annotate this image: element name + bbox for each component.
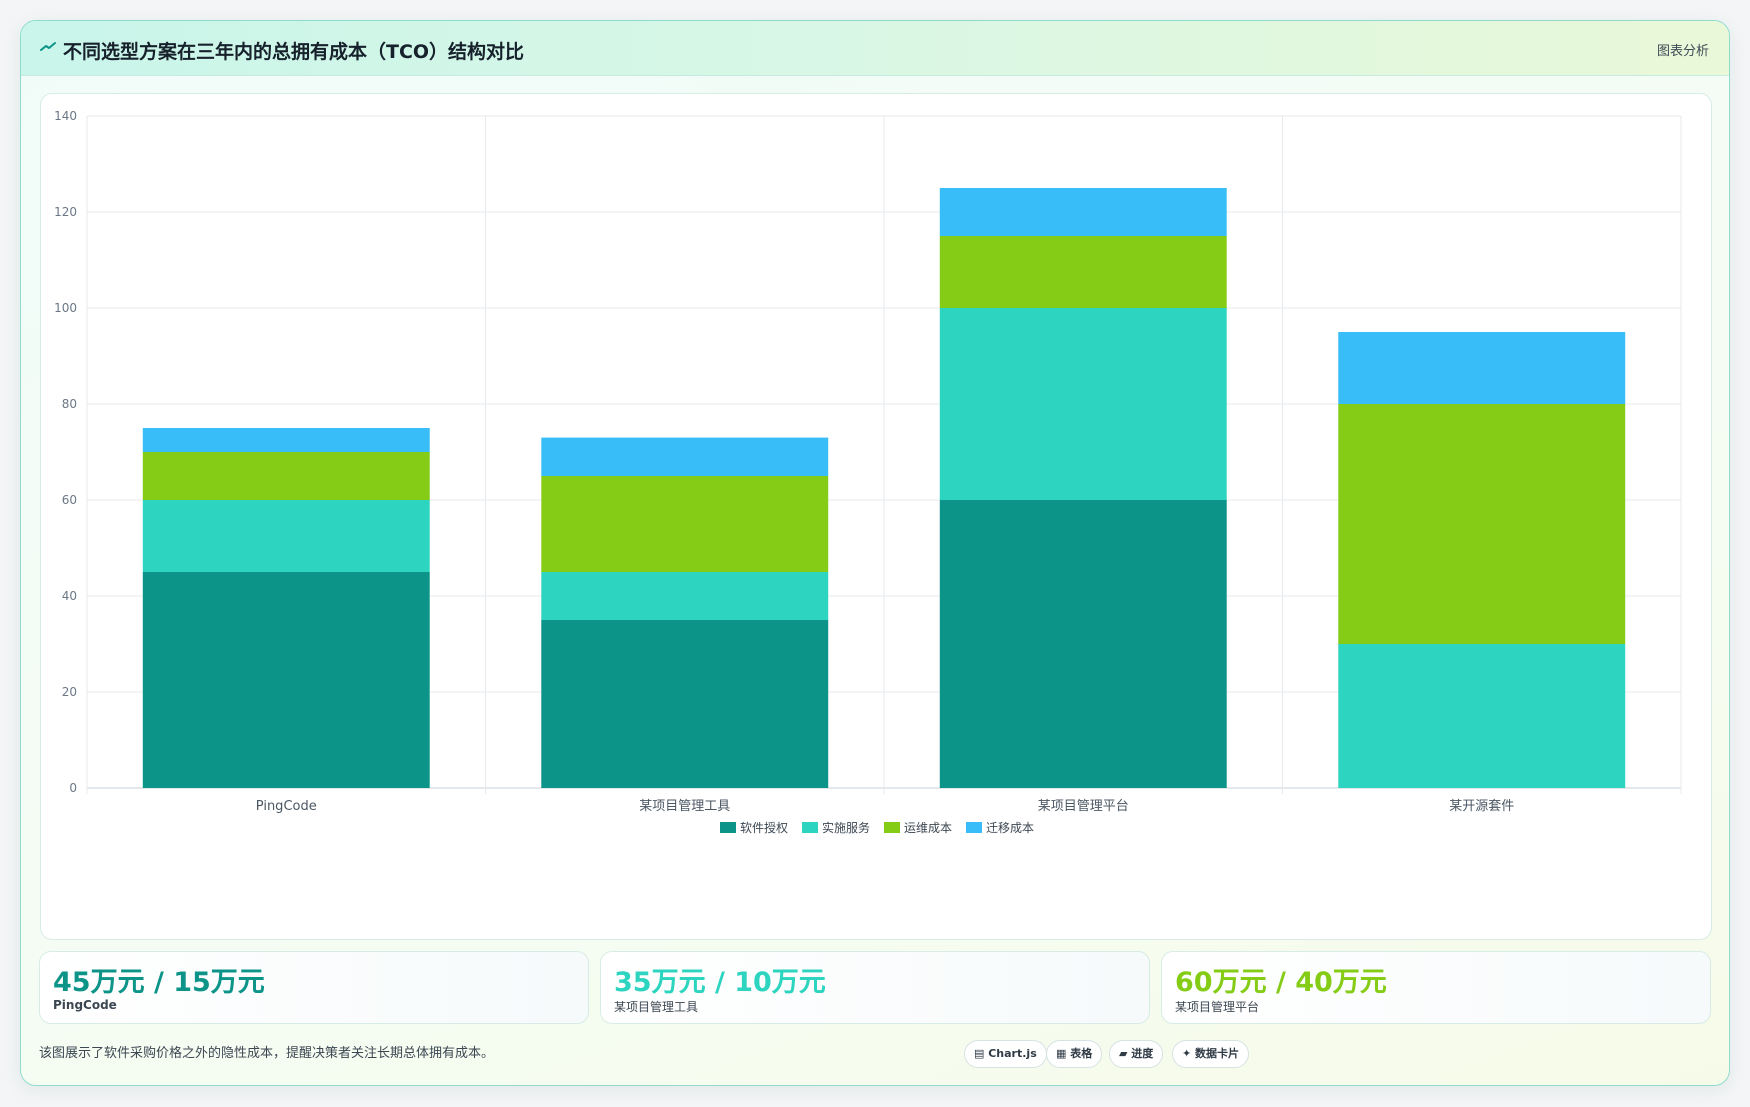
stat-label: 某项目管理平台 <box>1175 1000 1260 1014</box>
progress-icon: ▰ <box>1119 1047 1132 1060</box>
legend-label: 软件授权 <box>740 820 788 835</box>
y-tick-label: 20 <box>62 685 77 699</box>
chart-card: 0 20 40 60 80 100 120 140 PingCode 某项目管理工具 某项目管理平台… <box>40 93 1712 940</box>
x-tick-label: 某项目管理平台 <box>1038 799 1129 814</box>
stacked-bar-chart: 0 20 40 60 80 100 120 140 PingCode 某项目管理工具 某项目管理平台… <box>54 109 1682 835</box>
header: 不同选型方案在三年内的总拥有成本（TCO）结构对比 图表分析 <box>21 21 1729 76</box>
y-tick-label: 0 <box>69 781 77 795</box>
stat-card-3: 60万元 / 40万元 某项目管理平台 <box>1161 951 1711 1024</box>
bar-segment <box>939 236 1227 308</box>
bar-segment <box>939 188 1227 236</box>
tag-label: 进度 <box>1131 1047 1154 1060</box>
x-tick-label: 某项目管理工具 <box>639 799 730 814</box>
y-tick-label: 40 <box>62 589 77 603</box>
y-tick-label: 80 <box>62 397 77 411</box>
chart-frame: 不同选型方案在三年内的总拥有成本（TCO）结构对比 图表分析 0 20 40 60 80… <box>20 20 1730 1086</box>
legend-label: 运维成本 <box>904 821 952 835</box>
legend-swatch <box>802 822 818 833</box>
tag-label: Chart.js <box>988 1047 1037 1060</box>
stat-value: 35万元 / 10万元 <box>614 967 826 998</box>
legend-label: 实施服务 <box>822 820 870 835</box>
page-title: 不同选型方案在三年内的总拥有成本（TCO）结构对比 <box>63 41 525 63</box>
trend-icon <box>40 42 56 51</box>
bar-segment <box>939 308 1227 500</box>
footer-note: 该图展示了软件采购价格之外的隐性成本，提醒决策者关注长期总体拥有成本。 <box>39 1046 495 1061</box>
y-tick-label: 100 <box>54 301 77 315</box>
bar-segment <box>541 476 829 572</box>
tag-label: 表格 <box>1070 1047 1093 1060</box>
tag-progress[interactable]: ▰ 进度 <box>1109 1040 1164 1068</box>
y-tick-label: 140 <box>54 109 77 123</box>
sparkle-icon: ✦ <box>1182 1047 1196 1060</box>
y-tick-label: 60 <box>62 493 77 507</box>
bar-segment <box>541 437 829 476</box>
legend-swatch <box>720 822 736 833</box>
stat-value: 60万元 / 40万元 <box>1175 967 1387 998</box>
bar-segment <box>1338 644 1626 788</box>
bar-segment <box>1338 404 1626 644</box>
table-icon: ▦ <box>1056 1047 1071 1060</box>
bar-segment <box>939 500 1227 788</box>
y-tick-label: 120 <box>54 205 77 219</box>
chart-analysis-badge: 图表分析 <box>1656 44 1709 59</box>
stat-card-2: 35万元 / 10万元 某项目管理工具 <box>600 951 1150 1024</box>
bar-segment <box>142 500 430 572</box>
bar-segment <box>541 620 829 788</box>
legend-swatch <box>884 822 900 833</box>
stat-card-1: 45万元 / 15万元 PingCode <box>39 951 589 1024</box>
x-tick-label: 某开源套件 <box>1449 798 1514 814</box>
tag-label: 数据卡片 <box>1195 1047 1240 1060</box>
stat-value: 45万元 / 15万元 <box>53 967 265 998</box>
stat-label: PingCode <box>53 998 117 1012</box>
stat-label: 某项目管理工具 <box>614 1000 699 1014</box>
bar-segment <box>142 428 430 452</box>
legend-label: 迁移成本 <box>986 821 1034 835</box>
tag-chartjs[interactable]: ▤ Chart.js <box>964 1040 1047 1068</box>
legend-swatch <box>966 822 982 833</box>
bar-segment <box>541 572 829 620</box>
bar-segment <box>142 572 430 788</box>
bar-segment <box>1338 332 1626 404</box>
chart-icon: ▤ <box>974 1047 989 1060</box>
bar-segment <box>142 452 430 500</box>
tag-table[interactable]: ▦ 表格 <box>1046 1040 1103 1068</box>
x-tick-label: PingCode <box>256 799 317 814</box>
tag-data-card[interactable]: ✦ 数据卡片 <box>1172 1040 1250 1068</box>
